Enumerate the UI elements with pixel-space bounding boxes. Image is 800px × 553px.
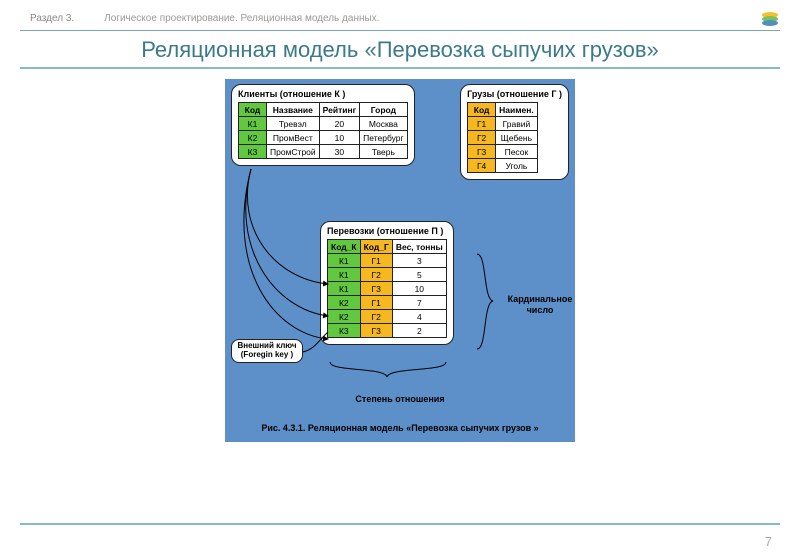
cell: Г3 bbox=[360, 282, 392, 296]
fk-text: Внешний ключ (Foregin key ) bbox=[238, 341, 297, 359]
cell: Г2 bbox=[360, 310, 392, 324]
col-header: Название bbox=[267, 103, 320, 117]
cell: Щебень bbox=[496, 131, 538, 145]
cell: К1 bbox=[328, 282, 361, 296]
cell: 4 bbox=[392, 310, 446, 324]
cell: К1 bbox=[328, 268, 361, 282]
cell: К2 bbox=[328, 296, 361, 310]
cargo-table: Код Наимен. Г1Гравий Г2Щебень Г3Песок Г4… bbox=[467, 102, 538, 173]
diagram: Клиенты (отношение К ) Код Название Рейт… bbox=[225, 79, 575, 442]
clients-title: Клиенты (отношение К ) bbox=[238, 89, 408, 99]
cell: К1 bbox=[239, 117, 267, 131]
cell: ПромВест bbox=[267, 131, 320, 145]
clients-table: Код Название Рейтинг Город К1Тревэл20Мос… bbox=[238, 102, 408, 159]
cell: Петербург bbox=[360, 131, 407, 145]
figure-caption: Рис. 4.3.1. Реляционная модель «Перевозк… bbox=[225, 423, 575, 434]
divider bbox=[20, 523, 780, 525]
cell: Тверь bbox=[360, 145, 407, 159]
cargo-panel: Грузы (отношение Г ) Код Наимен. Г1Грави… bbox=[460, 84, 569, 180]
col-header: Код_К bbox=[328, 240, 361, 254]
cell: 5 bbox=[392, 268, 446, 282]
cell: Москва bbox=[360, 117, 407, 131]
logo-icon bbox=[760, 10, 780, 26]
cargo-title: Грузы (отношение Г ) bbox=[467, 89, 562, 99]
breadcrumb: Логическое проектирование. Реляционная м… bbox=[104, 13, 379, 24]
col-header: Город bbox=[360, 103, 407, 117]
shipments-title: Перевозки (отношение П ) bbox=[327, 226, 447, 236]
cell: Г2 bbox=[360, 268, 392, 282]
shipments-panel: Перевозки (отношение П ) Код_К Код_Г Вес… bbox=[320, 221, 454, 345]
col-header: Наимен. bbox=[496, 103, 538, 117]
divider bbox=[20, 67, 780, 69]
cell: Г3 bbox=[468, 145, 496, 159]
col-header: Рейтинг bbox=[319, 103, 359, 117]
divider bbox=[20, 30, 780, 31]
col-header: Код bbox=[468, 103, 496, 117]
cell: К2 bbox=[328, 310, 361, 324]
clients-panel: Клиенты (отношение К ) Код Название Рейт… bbox=[231, 84, 415, 166]
cell: К1 bbox=[328, 254, 361, 268]
page-number: 7 bbox=[765, 534, 772, 549]
col-header: Вес, тонны bbox=[392, 240, 446, 254]
cell: К2 bbox=[239, 131, 267, 145]
cell: 10 bbox=[392, 282, 446, 296]
cell: 10 bbox=[319, 131, 359, 145]
cell: 7 bbox=[392, 296, 446, 310]
cardinality-label: Кардинальное число bbox=[505, 294, 575, 316]
cell: 20 bbox=[319, 117, 359, 131]
cell: Гравий bbox=[496, 117, 538, 131]
col-header: Код bbox=[239, 103, 267, 117]
cell: ПромСтрой bbox=[267, 145, 320, 159]
cell: 30 bbox=[319, 145, 359, 159]
cell: К3 bbox=[239, 145, 267, 159]
cell: Тревэл bbox=[267, 117, 320, 131]
cell: 2 bbox=[392, 324, 446, 338]
cell: К3 bbox=[328, 324, 361, 338]
foreign-key-label: Внешний ключ (Foregin key ) bbox=[231, 339, 303, 363]
section-label: Раздел 3. bbox=[30, 13, 74, 24]
cell: Песок bbox=[496, 145, 538, 159]
degree-label: Степень отношения bbox=[335, 394, 465, 405]
cell: 3 bbox=[392, 254, 446, 268]
cell: Г3 bbox=[360, 324, 392, 338]
cell: Уголь bbox=[496, 159, 538, 173]
cell: Г1 bbox=[468, 117, 496, 131]
cell: Г1 bbox=[360, 254, 392, 268]
page-header: Раздел 3. Логическое проектирование. Рел… bbox=[0, 0, 800, 26]
shipments-table: Код_К Код_Г Вес, тонны К1Г13 К1Г25 К1Г31… bbox=[327, 239, 447, 338]
cell: Г1 bbox=[360, 296, 392, 310]
col-header: Код_Г bbox=[360, 240, 392, 254]
cell: Г2 bbox=[468, 131, 496, 145]
page-title: Реляционная модель «Перевозка сыпучих гр… bbox=[0, 37, 800, 63]
cell: Г4 bbox=[468, 159, 496, 173]
